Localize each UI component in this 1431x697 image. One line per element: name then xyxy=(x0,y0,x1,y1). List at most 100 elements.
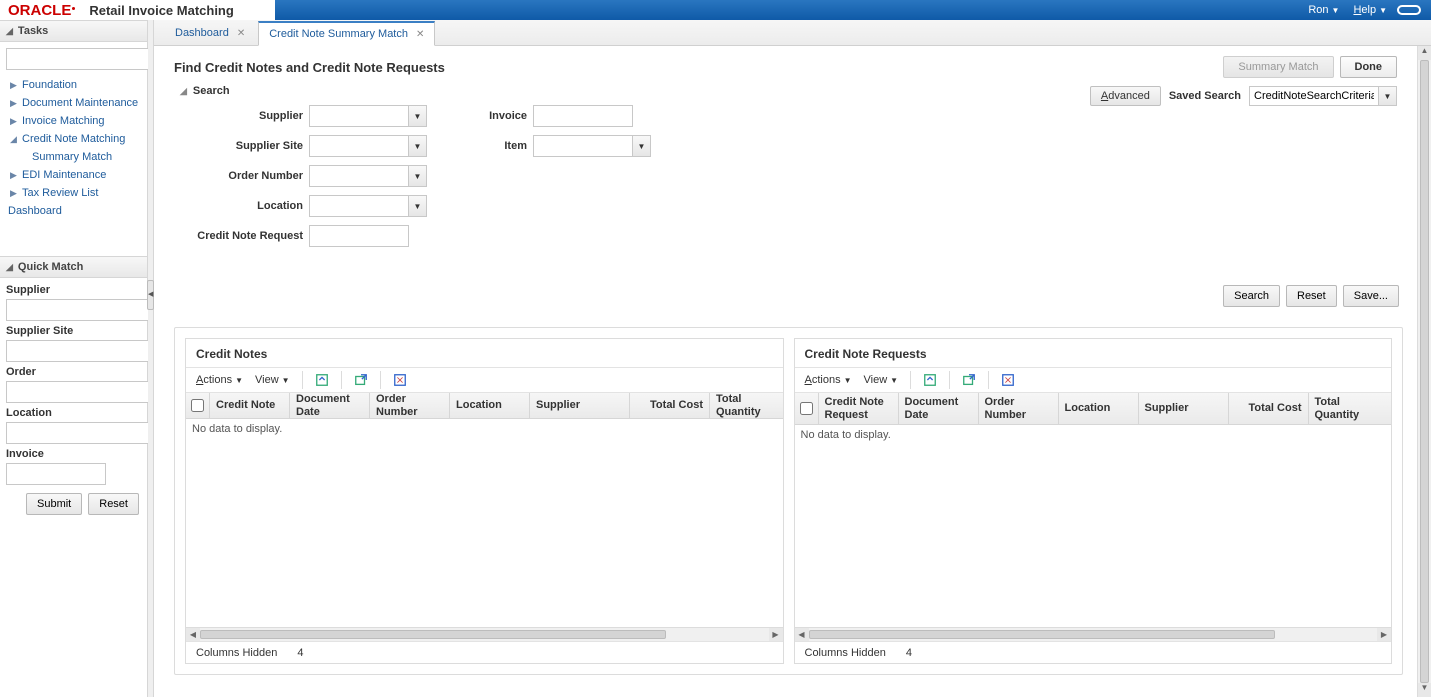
collapse-icon: ◢ xyxy=(10,134,20,145)
grid-header: Credit Note Request Document Date Order … xyxy=(795,393,1392,425)
col-credit-note[interactable]: Credit Note xyxy=(210,393,290,418)
view-menu[interactable]: View▼ xyxy=(251,372,294,388)
logo-dot-icon xyxy=(72,7,75,10)
advanced-button[interactable]: Advanced xyxy=(1090,86,1161,106)
export-icon[interactable] xyxy=(311,370,333,390)
dropdown-button[interactable]: ▼ xyxy=(409,195,427,217)
col-total-cost[interactable]: Total Cost xyxy=(630,393,710,418)
col-location[interactable]: Location xyxy=(450,393,530,418)
detach-icon[interactable] xyxy=(350,370,372,390)
scroll-thumb[interactable] xyxy=(200,630,666,639)
done-button[interactable]: Done xyxy=(1340,56,1398,78)
user-menu[interactable]: Ron▼ xyxy=(1308,4,1339,16)
tree-label: Document Maintenance xyxy=(22,97,138,109)
col-location[interactable]: Location xyxy=(1059,393,1139,424)
search-form: Supplier▼ Supplier Site▼ Order Number▼ L… xyxy=(188,105,1403,255)
export-icon[interactable] xyxy=(919,370,941,390)
col-document-date[interactable]: Document Date xyxy=(899,393,979,424)
reset-button[interactable]: Reset xyxy=(1286,285,1337,307)
credit-notes-title: Credit Notes xyxy=(186,339,783,367)
header-right: Ron▼ Help▼ xyxy=(275,0,1431,20)
tree-item-edi-maint[interactable]: ▶EDI Maintenance xyxy=(6,166,141,184)
col-total-cost[interactable]: Total Cost xyxy=(1229,393,1309,424)
tree-item-foundation[interactable]: ▶Foundation xyxy=(6,76,141,94)
tab-credit-note-summary[interactable]: Credit Note Summary Match ✕ xyxy=(258,21,435,46)
scroll-right-icon[interactable]: ▶ xyxy=(1377,628,1391,641)
order-number-input[interactable] xyxy=(309,165,409,187)
search-button[interactable]: Search xyxy=(1223,285,1280,307)
tree-item-credit-note-matching[interactable]: ◢Credit Note Matching xyxy=(6,130,141,148)
qm-submit-button[interactable]: Submit xyxy=(26,493,82,515)
select-all-checkbox[interactable] xyxy=(191,399,204,412)
tree-item-dashboard[interactable]: Dashboard xyxy=(6,202,141,220)
qm-supplier-site-input[interactable] xyxy=(6,340,158,362)
col-supplier[interactable]: Supplier xyxy=(1139,393,1229,424)
supplier-site-input[interactable] xyxy=(309,135,409,157)
cnr-input[interactable] xyxy=(309,225,409,247)
dropdown-button[interactable]: ▼ xyxy=(1379,86,1397,106)
qm-invoice-input[interactable] xyxy=(6,463,106,485)
col-total-qty[interactable]: Total Quantity xyxy=(710,393,783,418)
actions-menu[interactable]: Actions▼ xyxy=(801,372,856,388)
detach-icon[interactable] xyxy=(958,370,980,390)
top-actions: Summary Match Done xyxy=(1223,56,1397,78)
grid-hscroll[interactable]: ◀ ▶ xyxy=(795,627,1392,641)
grid-header: Credit Note Document Date Order Number L… xyxy=(186,393,783,419)
dropdown-button[interactable]: ▼ xyxy=(409,105,427,127)
view-menu[interactable]: View▼ xyxy=(860,372,903,388)
actions-menu[interactable]: Actions▼ xyxy=(192,372,247,388)
scroll-right-icon[interactable]: ▶ xyxy=(769,628,783,641)
splitter-handle-icon[interactable]: ◀ xyxy=(147,280,154,310)
scroll-up-icon[interactable]: ▲ xyxy=(1418,46,1431,60)
scroll-thumb[interactable] xyxy=(1420,60,1429,683)
expand-icon: ▶ xyxy=(10,188,20,199)
tree-item-invoice-matching[interactable]: ▶Invoice Matching xyxy=(6,112,141,130)
col-supplier[interactable]: Supplier xyxy=(530,393,630,418)
dropdown-button[interactable]: ▼ xyxy=(409,165,427,187)
grid-footer: Columns Hidden 4 xyxy=(186,641,783,663)
tab-close-icon[interactable]: ✕ xyxy=(237,28,245,39)
quick-match-header[interactable]: ◢ Quick Match xyxy=(0,256,147,278)
dropdown-button[interactable]: ▼ xyxy=(633,135,651,157)
tab-close-icon[interactable]: ✕ xyxy=(416,29,424,40)
location-label: Location xyxy=(188,200,303,212)
tasks-search-input[interactable] xyxy=(6,48,157,70)
grid-hscroll[interactable]: ◀ ▶ xyxy=(186,627,783,641)
qm-supplier-input[interactable] xyxy=(6,299,158,321)
qm-supplier-site-label: Supplier Site xyxy=(6,325,141,337)
scroll-down-icon[interactable]: ▼ xyxy=(1418,683,1431,697)
supplier-input[interactable] xyxy=(309,105,409,127)
col-document-date[interactable]: Document Date xyxy=(290,393,370,418)
location-input[interactable] xyxy=(309,195,409,217)
save-search-button[interactable]: Save... xyxy=(1343,285,1399,307)
qm-order-input[interactable] xyxy=(6,381,158,403)
qm-location-input[interactable] xyxy=(6,422,158,444)
select-all-checkbox[interactable] xyxy=(800,402,813,415)
scroll-left-icon[interactable]: ◀ xyxy=(795,628,809,641)
saved-search-value[interactable] xyxy=(1249,86,1379,106)
tree-item-tax-review[interactable]: ▶Tax Review List xyxy=(6,184,141,202)
item-input[interactable] xyxy=(533,135,633,157)
order-number-label: Order Number xyxy=(188,170,303,182)
wrap-icon[interactable] xyxy=(997,370,1019,390)
saved-search-label: Saved Search xyxy=(1169,90,1241,102)
tree-item-summary-match[interactable]: Summary Match xyxy=(6,148,141,166)
tree-item-doc-maint[interactable]: ▶Document Maintenance xyxy=(6,94,141,112)
separator xyxy=(302,371,303,389)
tasks-panel-header[interactable]: ◢ Tasks xyxy=(0,20,147,42)
col-cnr[interactable]: Credit Note Request xyxy=(819,393,899,424)
scroll-thumb[interactable] xyxy=(809,630,1275,639)
col-order-number[interactable]: Order Number xyxy=(370,393,450,418)
wrap-icon[interactable] xyxy=(389,370,411,390)
invoice-input[interactable] xyxy=(533,105,633,127)
grid-footer: Columns Hidden 4 xyxy=(795,641,1392,663)
col-total-qty[interactable]: Total Quantity xyxy=(1309,393,1392,424)
qm-reset-button[interactable]: Reset xyxy=(88,493,139,515)
tab-dashboard[interactable]: Dashboard ✕ xyxy=(164,20,256,45)
col-order-number[interactable]: Order Number xyxy=(979,393,1059,424)
scroll-left-icon[interactable]: ◀ xyxy=(186,628,200,641)
help-menu[interactable]: Help▼ xyxy=(1353,4,1387,16)
page-vscroll[interactable]: ▲ ▼ xyxy=(1417,46,1431,697)
dropdown-button[interactable]: ▼ xyxy=(409,135,427,157)
caret-down-icon: ▼ xyxy=(1332,6,1340,15)
